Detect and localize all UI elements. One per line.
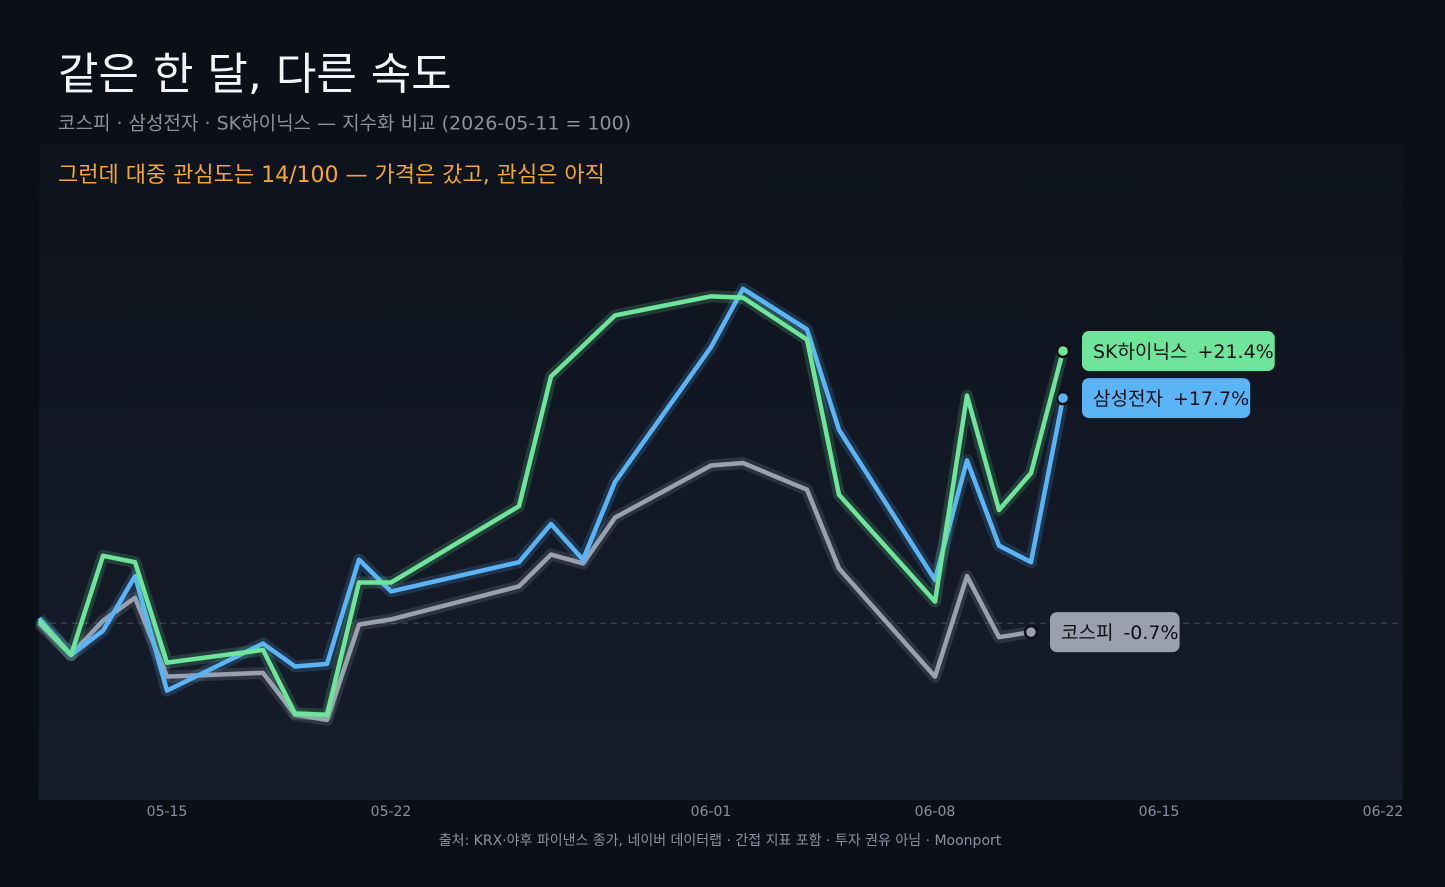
change-label: -0.7% — [1123, 622, 1178, 644]
x-tick-label: 05-15 — [147, 804, 188, 820]
end-badge: 코스피 -0.7% — [1050, 612, 1180, 653]
annotation: 그런데 대중 관심도는 14/100 — 가격은 갔고, 관심은 아직 — [58, 163, 605, 188]
end-point — [1055, 343, 1071, 359]
x-tick-label: 06-01 — [691, 804, 732, 820]
source: 출처: KRX·야후 파이낸스 종가, 네이버 데이터랩 · 간접 지표 포함 … — [439, 833, 1002, 849]
subtitle: 코스피 · 삼성전자 · SK하이닉스 — 지수화 비교 (2026-05-11… — [58, 113, 631, 135]
x-tick-label: 06-08 — [915, 804, 956, 820]
series-name: SK하이닉스 — [1093, 341, 1187, 363]
end-point — [1055, 390, 1071, 406]
x-tick-label: 06-15 — [1139, 804, 1180, 820]
x-tick-label: 06-22 — [1363, 804, 1404, 820]
end-badge: SK하이닉스 +21.4% — [1082, 331, 1275, 372]
end-badge: 삼성전자 +17.7% — [1082, 378, 1251, 419]
line — [37, 294, 1066, 718]
badge-text: 삼성전자 +17.7% — [1093, 388, 1249, 410]
badge-box — [1050, 612, 1180, 653]
plot-area — [39, 145, 1403, 800]
badge-text: SK하이닉스 +21.4% — [1093, 341, 1274, 363]
series-name: 삼성전자 — [1093, 388, 1163, 410]
chart-title: 같은 한 달, 다른 속도 — [58, 49, 452, 100]
series-name: 코스피 — [1061, 622, 1113, 644]
change-label: +21.4% — [1197, 341, 1273, 363]
end-point — [1023, 624, 1039, 640]
badge-box — [1082, 378, 1251, 419]
x-tick-label: 05-22 — [371, 804, 412, 820]
badge-box — [1082, 331, 1275, 372]
change-label: +17.7% — [1173, 388, 1249, 410]
badge-text: 코스피 -0.7% — [1061, 622, 1179, 644]
